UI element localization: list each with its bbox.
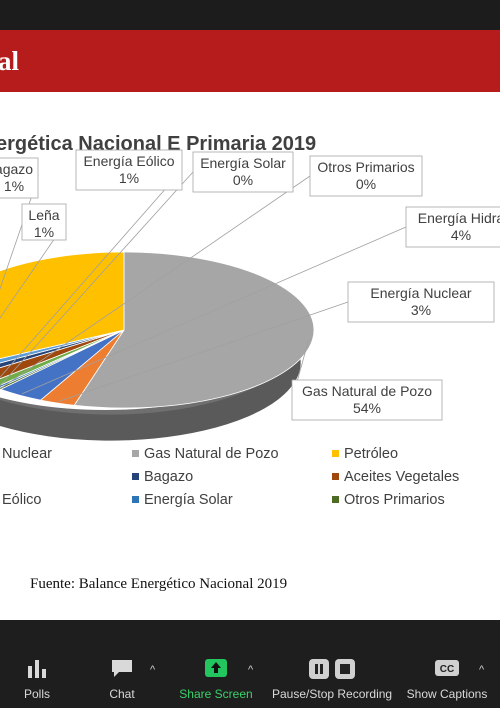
captions-options-caret[interactable]: ^ [479,664,485,676]
slice-label-name: Gas Natural de Pozo [302,383,432,399]
leader-line-energ-a-e-lico [0,169,183,378]
label-box-gas-natural-de-pozo [291,379,443,421]
legend-swatch-otros-primarios [332,496,339,503]
slice-label-percent: 0% [233,172,253,188]
legend-label-nuclear: Nuclear [2,446,52,462]
leader-line-energ-a-hidr-ulica [21,226,407,395]
share-options-caret[interactable]: ^ [248,664,254,676]
chat-label: Chat [109,687,135,701]
chat-options-caret[interactable]: ^ [150,664,156,676]
legend-label-petr-leo: Petróleo [344,446,398,462]
captions-badge-text: CC [440,664,454,675]
label-box-otros-primarios [309,155,423,197]
polls-icon [28,660,46,678]
legend-swatch-energ-a-solar [132,496,139,503]
pie-slice-otros-primarios [0,329,125,390]
legend-label-e-lico: Eólico [2,492,42,508]
leader-lines [0,169,407,402]
window-top-bar [0,0,500,30]
slice-label-name: Energía Hidra [418,210,500,226]
show-captions-label: Show Captions [406,687,488,701]
legend-label-energ-a-solar: Energía Solar [144,492,233,508]
slice-label-name: Energía Solar [200,155,286,171]
pie-slice-petr-leo [0,251,125,359]
chat-icon [112,660,132,677]
leader-line-le-a [0,221,67,319]
chart-legend: Nuclear Gas Natural de Pozo Petróleo Bagazo… [2,446,459,508]
legend-label-gas-natural-de-pozo: Gas Natural de Pozo [144,446,279,462]
slice-label-percent: 0% [356,176,376,192]
legend-label-otros-primarios: Otros Primarios [344,492,445,508]
slice-label-name: Leña [28,207,59,223]
polls-button[interactable]: Polls [10,620,64,708]
slice-label-percent: 54% [353,400,381,416]
show-captions-button[interactable]: CC Show Captions [406,620,488,708]
chart-title: ergética Nacional E Primaria 2019 [0,133,316,155]
meeting-toolbar: Polls Chat ^ Share Screen ^ Pause/Stop R… [0,620,500,708]
legend-swatch-aceites-vegetales [332,473,339,480]
share-screen-label: Share Screen [179,687,253,701]
legend-label-bagazo: Bagazo [144,469,193,485]
leader-line-energ-a-nuclear [58,301,349,402]
legend-swatch-gas-natural-de-pozo [132,450,139,457]
source-caption: Fuente: Balance Energético Nacional 2019 [30,576,288,592]
leader-line-energ-a-solar [0,171,194,387]
slide-title-band: al [0,30,500,92]
gas-slice-side [0,330,301,441]
slice-label-percent: 1% [34,224,54,240]
slice-label-percent: 1% [119,170,139,186]
pie-slice-gas-natural-de-pozo [73,251,315,409]
chat-button[interactable]: Chat [96,620,148,708]
shared-slide: al ergética Nacional E Primaria 2019 Gas… [0,30,500,620]
polls-label: Polls [23,687,50,701]
legend-swatch-petr-leo [332,450,339,457]
slice-label-percent: 4% [451,227,471,243]
pause-stop-recording-button[interactable]: Pause/Stop Recording [272,620,392,708]
legend-swatch-bagazo [132,473,139,480]
slice-label-name: Energía Eólico [83,153,174,169]
label-box-bagazo [0,157,39,199]
pie-chart: ergética Nacional E Primaria 2019 Gas Na… [0,133,500,508]
pie-slice-aceites-vegetales [0,329,125,380]
slide-title-text: al [0,46,20,76]
slice-label-percent: 1% [4,178,24,194]
pause-stop-label: Pause/Stop Recording [272,687,393,701]
label-box-le-a [21,203,67,241]
leader-line-otros-primarios [1,175,311,388]
share-screen-button[interactable]: Share Screen [176,620,256,708]
captions-icon: CC [435,660,459,676]
label-box-energ-a-solar [192,151,294,193]
slice-label-name: agazo [0,161,33,177]
slice-label-name: Energía Nuclear [370,285,472,301]
slice-label-name: Otros Primarios [317,159,414,175]
label-box-energ-a-e-lico [75,149,183,191]
label-box-energ-a-hidr-ulica [405,206,500,248]
pie-slice-le-a [0,329,125,364]
legend-label-aceites-vegetales: Aceites Vegetales [344,469,459,485]
slice-label-percent: 3% [411,302,431,318]
pause-stop-icon [309,659,355,679]
label-box-energ-a-nuclear [347,281,495,323]
share-screen-icon [205,659,227,677]
